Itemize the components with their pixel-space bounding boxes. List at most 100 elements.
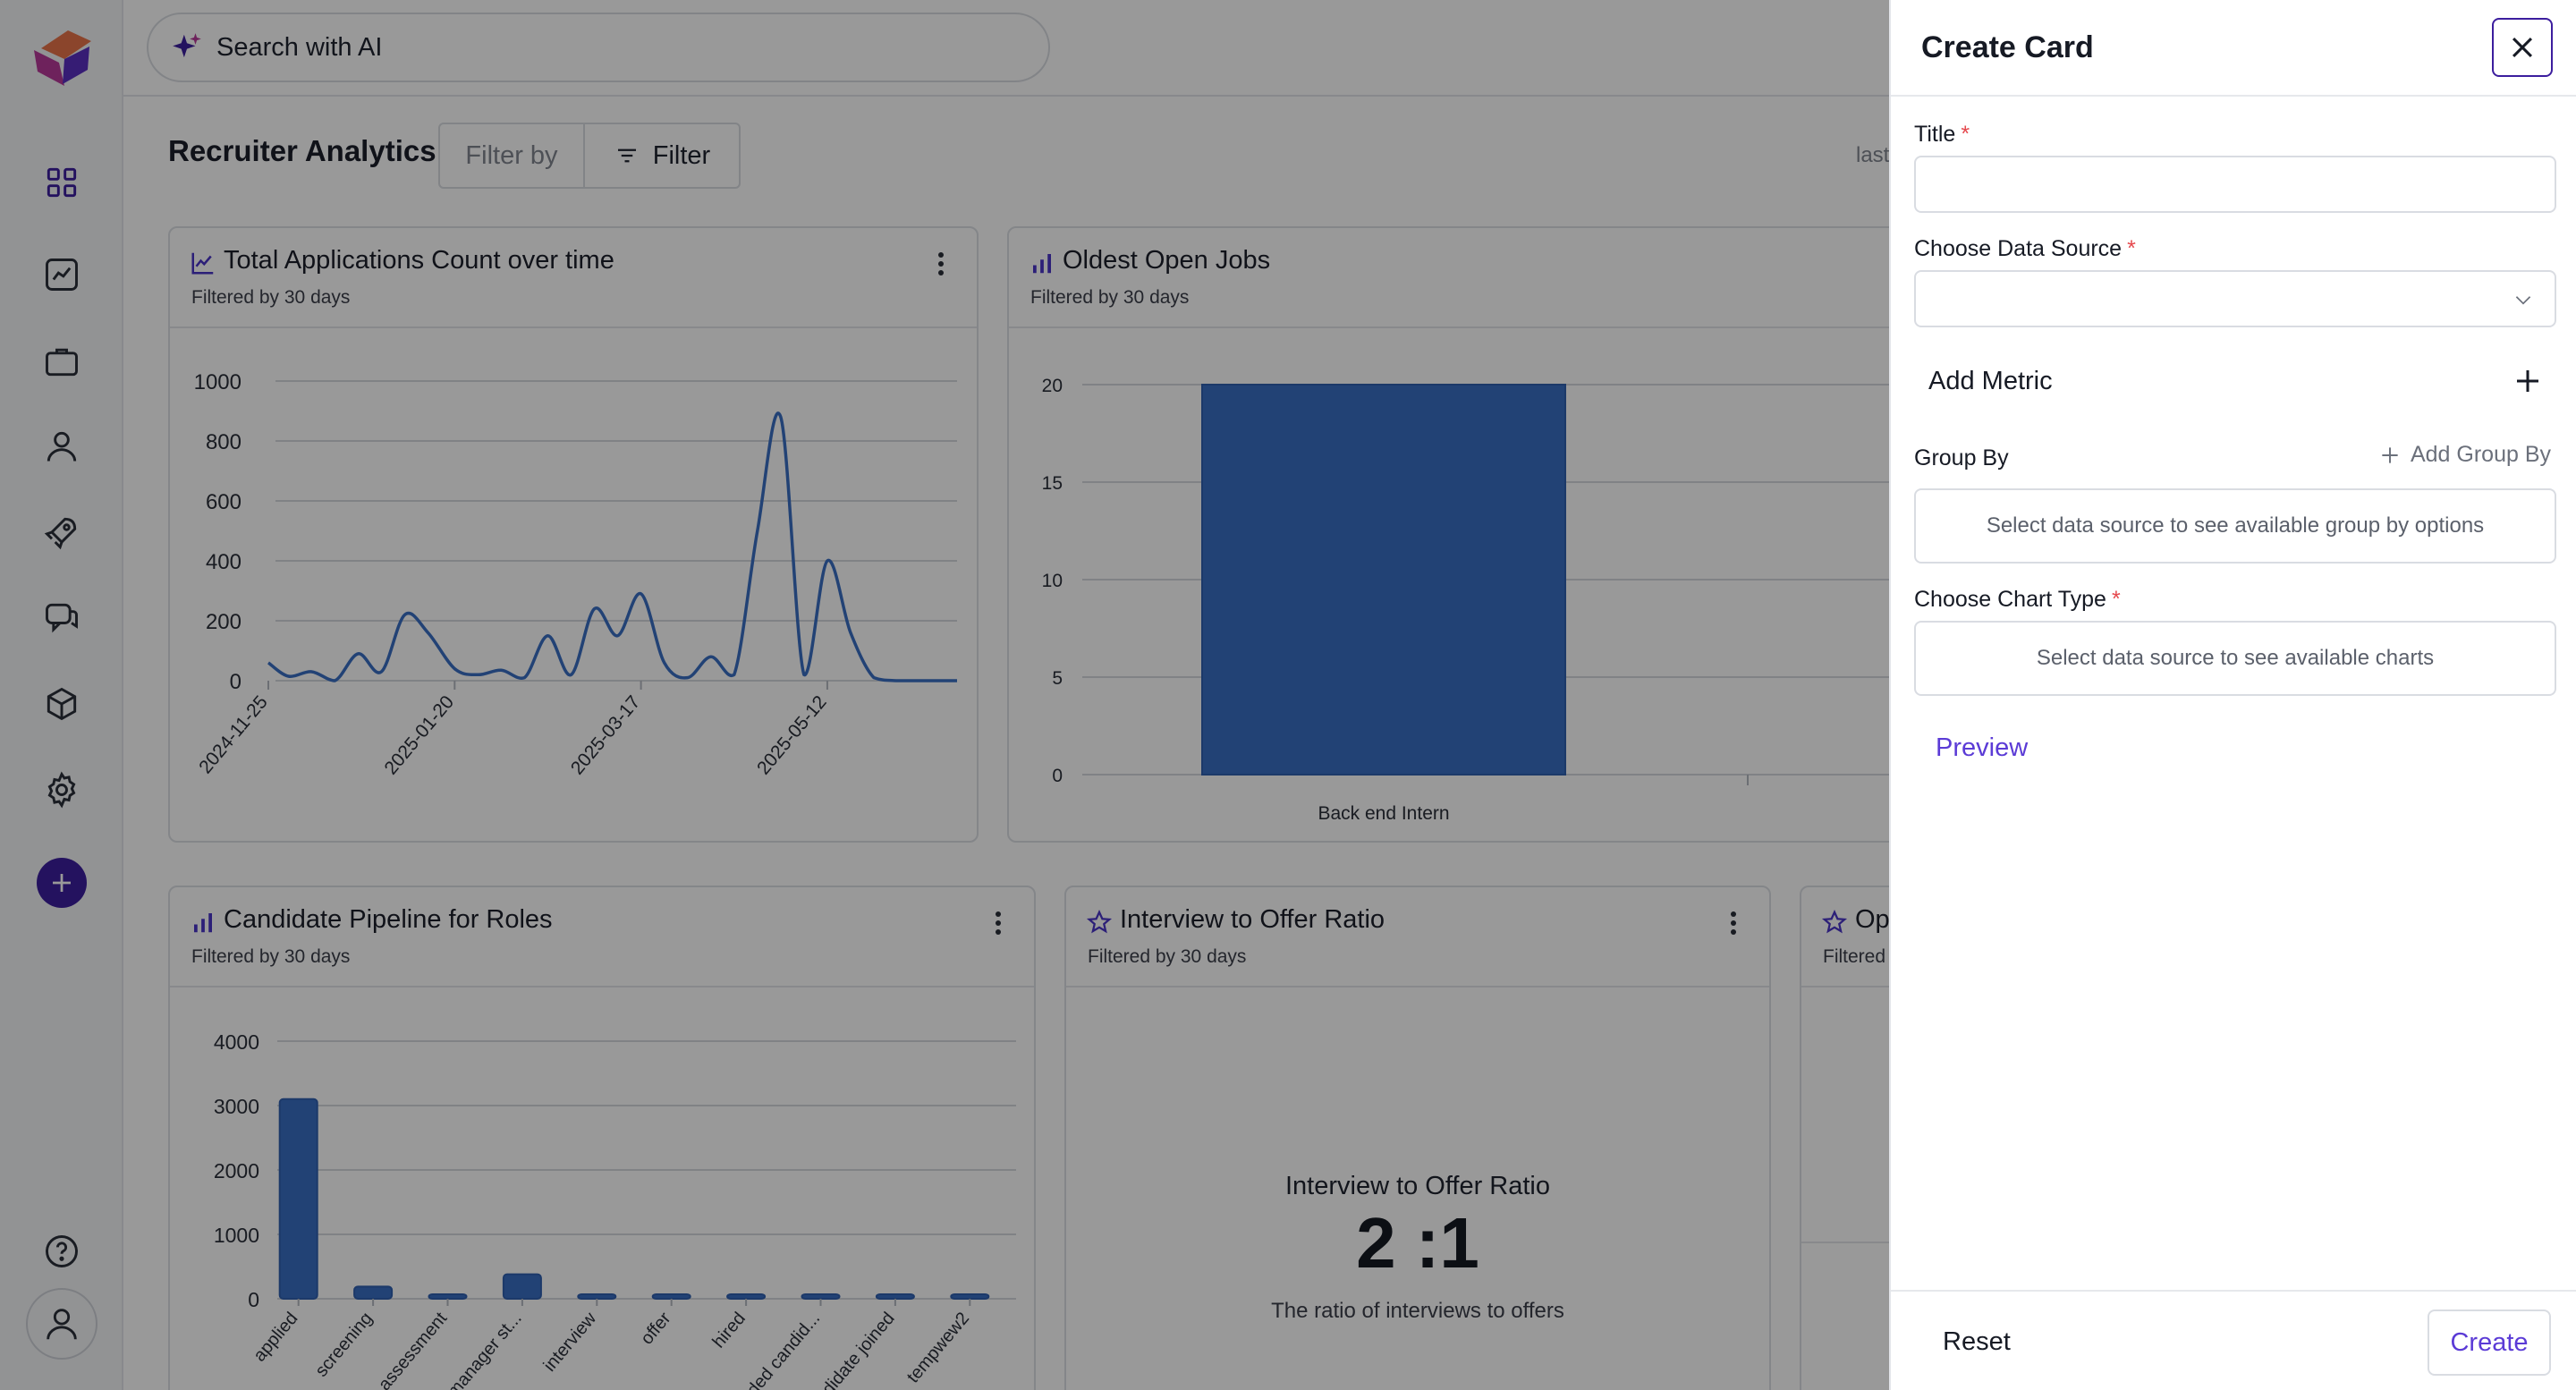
card-title: Oldest Open Jobs (1063, 246, 1271, 275)
y-tick-label: 5 (1052, 668, 1063, 689)
title-label-text: Title (1914, 122, 1956, 147)
drawer-header: Create Card (1891, 0, 2576, 97)
rocket-icon (44, 517, 77, 550)
filter-by-field[interactable]: Filter by (440, 124, 585, 187)
add-group-by-label: Add Group By (2410, 442, 2551, 467)
data-source-label-text: Choose Data Source (1914, 236, 2123, 261)
add-metric-label: Add Metric (1928, 367, 2053, 395)
help-button[interactable] (36, 1225, 88, 1277)
sidebar-item-dashboard[interactable] (36, 157, 88, 208)
sidebar-item-analytics[interactable] (36, 249, 88, 301)
sidebar-item-messages[interactable] (36, 592, 88, 644)
preview-link[interactable]: Preview (1936, 733, 2029, 762)
close-icon (2512, 37, 2533, 58)
required-marker: * (1961, 122, 1970, 147)
close-button[interactable] (2492, 18, 2553, 77)
sidebar-item-integrations[interactable] (36, 678, 88, 730)
sidebar-item-launch[interactable] (36, 506, 88, 558)
bar-chart-icon (194, 913, 212, 933)
app-logo[interactable] (29, 29, 95, 89)
chart-type-label: Choose Chart Type * (1914, 587, 2121, 613)
y-tick-label: 1000 (194, 370, 242, 394)
user-icon (47, 431, 77, 462)
kpi-value: 2 :1 (1356, 1203, 1479, 1283)
filter-button-label: Filter (652, 140, 711, 170)
card-interview-offer-ratio: Interview to Offer Ratio Filtered by 30 … (1064, 886, 1771, 1390)
y-tick-label: 15 (1042, 473, 1063, 494)
modal-backdrop[interactable] (0, 0, 1889, 1390)
filter-group: Filter by Filter (438, 123, 741, 189)
card-title: Interview to Offer Ratio (1120, 905, 1385, 934)
required-marker: * (2111, 587, 2121, 612)
page-title: Recruiter Analytics (168, 134, 436, 167)
title-label: Title * (1914, 122, 1970, 148)
star-icon (1086, 910, 1113, 934)
add-metric-row[interactable]: Add Metric (1914, 356, 2556, 406)
add-button[interactable] (37, 858, 87, 908)
create-card-drawer: Create Card Title * Choose Data Source * A… (1889, 0, 2576, 1390)
y-tick-label: 0 (248, 1288, 259, 1311)
line-chart-icon (46, 259, 78, 291)
plus-icon (53, 874, 71, 892)
bar-chart-icon (1033, 254, 1051, 274)
plus-icon[interactable] (2512, 365, 2544, 397)
star-icon (1821, 910, 1848, 934)
oldest-jobs-bar-chart: 0 5 10 15 20 Back end Intern (1042, 376, 1900, 824)
grid-icon (47, 167, 77, 198)
plus-icon (2382, 446, 2398, 463)
y-tick-label: 600 (206, 490, 242, 514)
card-header: Oldest Open Jobs Filtered by 30 days (1009, 228, 1900, 328)
y-tick-label: 1000 (214, 1224, 259, 1247)
date-range-text: last (1856, 143, 1890, 167)
card-subtitle: Filtered by 30 days (191, 287, 351, 308)
avatar[interactable] (26, 1288, 97, 1360)
y-tick-label: 800 (206, 430, 242, 454)
chart-type-options: Select data source to see available char… (1914, 621, 2556, 696)
kpi-description: The ratio of interviews to offers (1271, 1299, 1564, 1323)
y-tick-label: 20 (1042, 376, 1063, 396)
sidebar (0, 0, 123, 1390)
card-oldest-jobs: Oldest Open Jobs Filtered by 30 days 0 5 1… (1007, 226, 1902, 843)
card-subtitle: Filtered by 30 days (1030, 287, 1190, 308)
filter-button[interactable]: Filter (585, 124, 739, 187)
series-line (267, 411, 957, 682)
y-tick-label: 3000 (214, 1095, 259, 1118)
user-avatar-icon (47, 1309, 77, 1340)
drawer-footer: Reset Create (1891, 1290, 2576, 1390)
reset-button[interactable]: Reset (1943, 1327, 2011, 1356)
card-subtitle: Filtered by 30 days (191, 946, 351, 967)
y-tick-label: 0 (230, 670, 242, 694)
drawer-title: Create Card (1921, 30, 2094, 64)
y-tick-label: 10 (1042, 571, 1063, 591)
card-header: Interview to Offer Ratio Filtered by 30 … (1066, 887, 1769, 987)
y-tick-label: 2000 (214, 1159, 259, 1182)
data-source-select[interactable] (1914, 270, 2556, 327)
card-title: Candidate Pipeline for Roles (224, 905, 553, 934)
chat-icon (46, 603, 78, 633)
y-tick-label: 4000 (214, 1030, 259, 1054)
add-group-by-button[interactable]: Add Group By (2378, 442, 2551, 468)
card-subtitle: Filtered by 30 days (1088, 946, 1247, 967)
y-tick-label: 0 (1052, 766, 1063, 786)
line-chart-icon (191, 252, 214, 275)
ai-search-bar[interactable] (147, 13, 1050, 82)
card-pipeline: Candidate Pipeline for Roles Filtered by… (168, 886, 1036, 1390)
sidebar-item-jobs[interactable] (36, 335, 88, 387)
sidebar-item-candidates[interactable] (36, 420, 88, 472)
more-vertical-icon[interactable] (1723, 907, 1744, 939)
sidebar-item-settings[interactable] (36, 764, 88, 816)
title-input[interactable] (1914, 156, 2556, 213)
group-by-options: Select data source to see available grou… (1914, 488, 2556, 564)
more-vertical-icon[interactable] (930, 248, 952, 280)
more-vertical-icon[interactable] (987, 907, 1009, 939)
kpi-label: Interview to Offer Ratio (1284, 1172, 1551, 1200)
data-source-label: Choose Data Source * (1914, 236, 2136, 262)
y-tick-label: 400 (206, 550, 242, 574)
chevron-down-icon (2515, 296, 2531, 305)
search-input[interactable] (216, 32, 932, 63)
help-icon (46, 1235, 78, 1267)
card-applications: Total Applications Count over time Filte… (168, 226, 979, 843)
create-button[interactable]: Create (2428, 1309, 2551, 1376)
